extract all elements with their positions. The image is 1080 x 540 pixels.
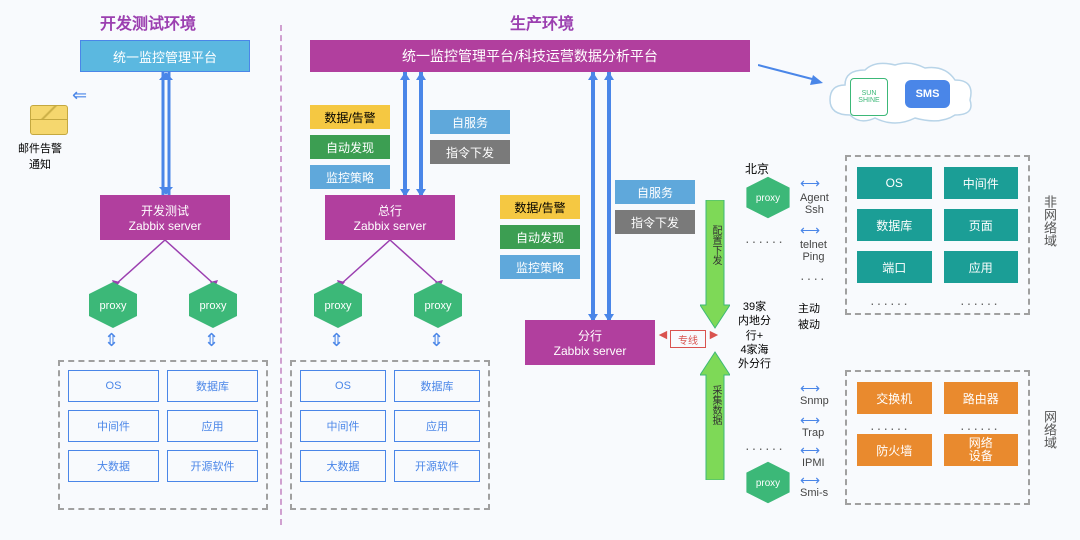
prod-platform: 统一监控管理平台/科技运营数据分析平台 bbox=[310, 40, 750, 72]
dev-zabbix: 开发测试 Zabbix server bbox=[100, 195, 230, 240]
br-auto-discover: 自动发现 bbox=[500, 225, 580, 249]
mail-label: 邮件告警 通知 bbox=[18, 140, 62, 172]
net-label: 网络域 bbox=[1040, 410, 1059, 449]
active-passive: 主动 被动 bbox=[798, 300, 820, 332]
br-monitor-policy: 监控策略 bbox=[500, 255, 580, 279]
net-dots2: ······ bbox=[960, 420, 1000, 436]
br-v-arrow2 bbox=[602, 72, 616, 322]
mail-arrow: ⇐ bbox=[72, 85, 87, 106]
net-netdev: 网络 设备 bbox=[944, 434, 1019, 466]
proto-telnet: telnet Ping bbox=[800, 239, 827, 263]
proto-dots-3: ······ bbox=[745, 440, 785, 456]
proto-arr-1: ⟷ bbox=[800, 175, 820, 192]
nn-app: 应用 bbox=[944, 251, 1019, 283]
nn-os: OS bbox=[857, 167, 932, 199]
hq-v-arrow2 bbox=[414, 72, 428, 197]
branches-label: 39家 内地分 行+ 4家海 外分行 bbox=[738, 300, 771, 371]
net-switch: 交换机 bbox=[857, 382, 932, 414]
hq-proxy-2: proxy bbox=[410, 280, 466, 330]
br-data-alarm: 数据/告警 bbox=[500, 195, 580, 219]
mail-icon bbox=[30, 105, 68, 135]
svg-text:proxy: proxy bbox=[100, 300, 127, 312]
hq-data-alarm: 数据/告警 bbox=[310, 105, 390, 129]
sms-badge: SMS bbox=[905, 80, 950, 108]
hq-p2-arrow: ⇕ bbox=[429, 330, 444, 351]
distribute-label: 配置下发 bbox=[708, 225, 723, 265]
hq-mw: 中间件 bbox=[300, 410, 386, 442]
special-line-label: 专线 bbox=[670, 330, 706, 348]
cloud-shape bbox=[820, 60, 980, 135]
br-self-service: 自服务 bbox=[615, 180, 695, 204]
net-container: 交换机 路由器 防火墙 网络 设备 bbox=[845, 370, 1030, 505]
hq-monitor-policy: 监控策略 bbox=[310, 165, 390, 189]
dev-v-arrow bbox=[155, 72, 175, 195]
dev-proxy-2: proxy bbox=[185, 280, 241, 330]
prod-header: 生产环境 bbox=[510, 10, 574, 34]
proto-arr-2: ⟷ bbox=[800, 222, 820, 239]
svg-text:proxy: proxy bbox=[756, 193, 780, 204]
hq-self-service: 自服务 bbox=[430, 110, 510, 134]
nn-page: 页面 bbox=[944, 209, 1019, 241]
env-divider bbox=[280, 25, 282, 525]
svg-text:proxy: proxy bbox=[756, 478, 780, 489]
svg-text:proxy: proxy bbox=[325, 300, 352, 312]
branch-zabbix: 分行 Zabbix server bbox=[525, 320, 655, 365]
nn-dots2: ······ bbox=[960, 295, 1000, 311]
hq-auto-discover: 自动发现 bbox=[310, 135, 390, 159]
dev-app: 应用 bbox=[167, 410, 258, 442]
sun-badge: SUN SHINE bbox=[850, 78, 888, 116]
hq-opensrc: 开源软件 bbox=[394, 450, 480, 482]
svg-text:proxy: proxy bbox=[425, 300, 452, 312]
net-dots: ······ bbox=[870, 420, 910, 436]
hq-app: 应用 bbox=[394, 410, 480, 442]
dev-mw: 中间件 bbox=[68, 410, 159, 442]
hq-db: 数据库 bbox=[394, 370, 480, 402]
nonnet-container: OS 中间件 数据库 页面 端口 应用 bbox=[845, 155, 1030, 315]
br-v-arrow1 bbox=[586, 72, 600, 322]
nn-port: 端口 bbox=[857, 251, 932, 283]
dev-opensrc: 开源软件 bbox=[167, 450, 258, 482]
hq-zabbix: 总行 Zabbix server bbox=[325, 195, 455, 240]
hq-instruction: 指令下发 bbox=[430, 140, 510, 164]
hq-bigdata: 大数据 bbox=[300, 450, 386, 482]
hq-os-container: OS 数据库 中间件 应用 大数据 开源软件 bbox=[290, 360, 490, 510]
collect-label: 采集数据 bbox=[708, 385, 723, 425]
cloud-arrow bbox=[758, 55, 828, 85]
proto-ipmi: IPMI bbox=[802, 457, 825, 469]
special-arrow-l: ◄ bbox=[656, 326, 670, 342]
distribute-arrow bbox=[700, 200, 730, 330]
hq-proxy-1: proxy bbox=[310, 280, 366, 330]
br-instruction: 指令下发 bbox=[615, 210, 695, 234]
proto-agent: Agent Ssh bbox=[800, 192, 829, 216]
dev-os: OS bbox=[68, 370, 159, 402]
hq-v-arrow1 bbox=[398, 72, 412, 197]
nn-db: 数据库 bbox=[857, 209, 932, 241]
dev-p1-arrow: ⇕ bbox=[104, 330, 119, 351]
dev-p2-arrow: ⇕ bbox=[204, 330, 219, 351]
proto-dots-1: ······ bbox=[745, 233, 785, 249]
dev-os-container: OS 数据库 中间件 应用 大数据 开源软件 bbox=[58, 360, 268, 510]
proto-snmp: Snmp bbox=[800, 395, 829, 407]
beijing-proxy: proxy bbox=[740, 175, 796, 220]
nn-dots: ······ bbox=[870, 295, 910, 311]
net-router: 路由器 bbox=[944, 382, 1019, 414]
nonnet-label: 非网络域 bbox=[1040, 195, 1059, 247]
svg-text:proxy: proxy bbox=[200, 300, 227, 312]
dev-proxy-1: proxy bbox=[85, 280, 141, 330]
dev-platform: 统一监控管理平台 bbox=[80, 40, 250, 72]
proto-trap: Trap bbox=[802, 427, 824, 439]
dev-header: 开发测试环境 bbox=[100, 10, 196, 34]
hq-p1-arrow: ⇕ bbox=[329, 330, 344, 351]
net-firewall: 防火墙 bbox=[857, 434, 932, 466]
dev-db: 数据库 bbox=[167, 370, 258, 402]
nn-mw: 中间件 bbox=[944, 167, 1019, 199]
dev-bigdata: 大数据 bbox=[68, 450, 159, 482]
proto-dots-2: ···· bbox=[800, 270, 827, 286]
bottom-proxy: proxy bbox=[740, 460, 796, 505]
proto-smis: Smi-s bbox=[800, 487, 828, 499]
hq-os: OS bbox=[300, 370, 386, 402]
